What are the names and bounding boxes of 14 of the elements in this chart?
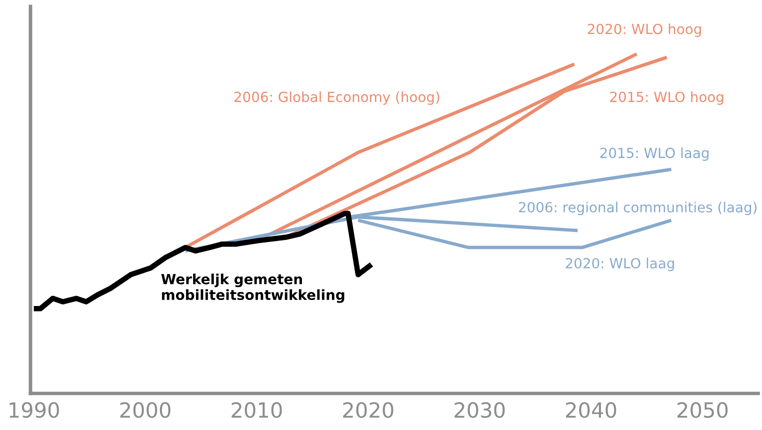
- x-tick-label: 2010: [232, 402, 282, 418]
- series-label: 2006: regional communities (laag): [518, 202, 757, 216]
- series-label: 2020: WLO hoog: [588, 23, 701, 37]
- series-label: 2015: WLO hoog: [610, 91, 724, 105]
- x-tick-label: 2000: [120, 402, 170, 418]
- x-tick-label: 1990: [10, 402, 59, 418]
- series-label: 2020: WLO laag: [566, 258, 674, 272]
- series-label: Werkeljk gemeten mobiliteitsontwikkeling: [161, 274, 344, 303]
- x-tick-label: 2040: [566, 402, 616, 418]
- series-label: 2006: Global Economy (hoog): [234, 91, 440, 105]
- x-tick-label: 2020: [343, 402, 394, 418]
- x-tick-label: 2030: [454, 402, 505, 418]
- series-label: 2015: WLO laag: [600, 147, 709, 161]
- x-tick-label: 2050: [677, 402, 728, 418]
